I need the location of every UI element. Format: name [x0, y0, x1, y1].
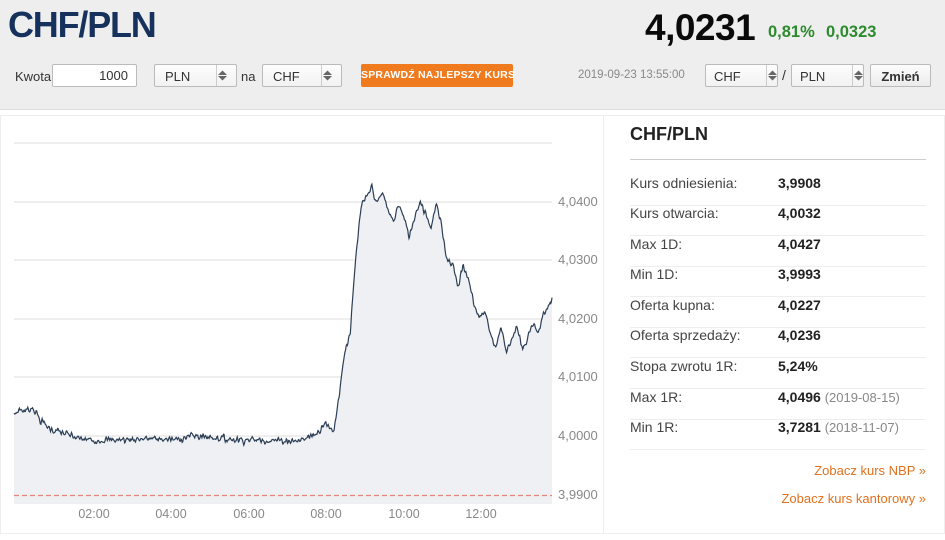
svg-text:04:00: 04:00 [155, 507, 186, 521]
svg-text:3,9900: 3,9900 [558, 487, 598, 502]
svg-text:02:00: 02:00 [78, 507, 109, 521]
svg-text:4,0100: 4,0100 [558, 369, 598, 384]
svg-text:08:00: 08:00 [310, 507, 341, 521]
svg-text:4,0300: 4,0300 [558, 252, 598, 267]
svg-text:10:00: 10:00 [388, 507, 419, 521]
svg-text:4,0400: 4,0400 [558, 194, 598, 209]
svg-text:12:00: 12:00 [465, 507, 496, 521]
svg-text:4,0200: 4,0200 [558, 311, 598, 326]
svg-text:4,0000: 4,0000 [558, 428, 598, 443]
svg-text:06:00: 06:00 [233, 507, 264, 521]
